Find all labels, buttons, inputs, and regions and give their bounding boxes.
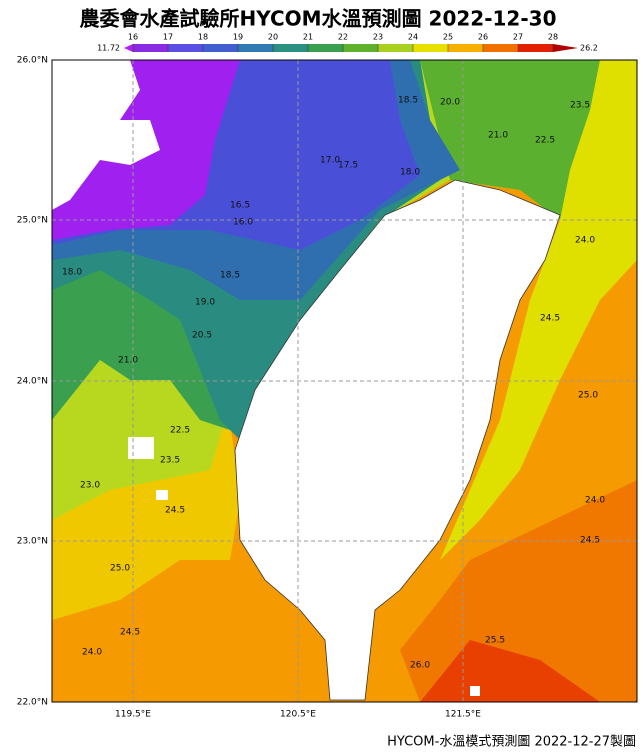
colorbar-tick-label: 28	[548, 33, 558, 42]
colorbar-max: 26.2	[580, 44, 598, 53]
land-islet	[128, 437, 154, 459]
colorbar-tick-label: 19	[233, 33, 243, 42]
lon-label: 119.5°E	[115, 710, 151, 720]
contour-label: 24.5	[165, 506, 185, 516]
contour-label: 17.5	[338, 161, 358, 171]
contour-label: 16.0	[233, 218, 253, 228]
colorbar-tick-label: 18	[198, 33, 208, 42]
contour-label: 16.5	[230, 201, 250, 211]
colorbar-tick-label: 20	[268, 33, 278, 42]
contour-label: 20.5	[192, 331, 212, 341]
lon-label: 121.5°E	[445, 710, 481, 720]
colorbar-band	[483, 44, 518, 52]
colorbar-band	[133, 44, 168, 52]
lon-labels: 119.5°E 120.5°E 121.5°E	[115, 710, 481, 720]
colorbar-band	[518, 44, 553, 52]
lat-label: 24.0°N	[17, 377, 48, 387]
colorbar-tick-label: 23	[373, 33, 383, 42]
colorbar: 16 17 18 19 20 21 22 23 24 25 26 27 28	[124, 33, 578, 52]
contour-label: 21.0	[118, 356, 138, 366]
colorbar-tick-label: 27	[513, 33, 523, 42]
colorbar-low	[124, 44, 133, 52]
colorbar-high	[553, 44, 578, 52]
contour-label: 18.0	[400, 168, 420, 178]
colorbar-band	[378, 44, 413, 52]
contour-label: 23.5	[570, 101, 590, 111]
contour-label: 25.5	[485, 636, 505, 646]
contour-label: 22.5	[535, 136, 555, 146]
colorbar-min: 11.72	[97, 44, 120, 53]
colorbar-band	[273, 44, 308, 52]
colorbar-band	[308, 44, 343, 52]
colorbar-band	[238, 44, 273, 52]
grid	[52, 60, 637, 702]
contour-label: 18.5	[220, 271, 240, 281]
land-islet	[156, 490, 168, 500]
sea-yellow-east	[420, 60, 637, 560]
contour-label: 25.0	[578, 391, 598, 401]
contour-label: 24.5	[580, 536, 600, 546]
colorbar-tick-label: 16	[128, 33, 138, 42]
contour-label: 24.0	[82, 648, 102, 658]
contour-labels: 18.5 20.0 23.5 21.0 22.5 17.0 17.5 18.0 …	[62, 96, 605, 671]
sea-green-ne	[420, 60, 600, 220]
colorbar-tick-label: 21	[303, 33, 313, 42]
contour-label: 19.0	[195, 298, 215, 308]
contour-label: 23.0	[80, 481, 100, 491]
map	[52, 60, 637, 702]
contour-label: 25.0	[110, 564, 130, 574]
title: 農委會水產試驗所HYCOM水溫預測圖 2022-12-30	[80, 7, 557, 31]
colorbar-tick-label: 26	[478, 33, 488, 42]
map-frame	[51, 59, 638, 703]
colorbar-band	[343, 44, 378, 52]
sea-red	[420, 640, 600, 702]
lat-label: 25.0°N	[17, 216, 48, 226]
land-taiwan	[234, 179, 561, 701]
colorbar-tick-label: 22	[338, 33, 348, 42]
contour-label: 18.0	[62, 268, 82, 278]
colorbar-tick-label: 24	[408, 33, 418, 42]
colorbar-band	[203, 44, 238, 52]
lat-label: 22.0°N	[17, 698, 48, 708]
colorbar-band	[448, 44, 483, 52]
contour-label: 17.0	[320, 156, 340, 166]
contour-label: 18.5	[398, 96, 418, 106]
footer: HYCOM-水溫模式預測圖 2022-12-27製圖	[387, 735, 636, 750]
colorbar-band	[168, 44, 203, 52]
colorbar-tick-label: 25	[443, 33, 453, 42]
lat-label: 23.0°N	[17, 537, 48, 547]
contour-label: 24.0	[575, 236, 595, 246]
lat-label: 26.0°N	[17, 56, 48, 66]
contour-label: 22.5	[170, 426, 190, 436]
colorbar-tick-label: 17	[163, 33, 173, 42]
contour-label: 20.0	[440, 98, 460, 108]
contour-label: 23.5	[160, 456, 180, 466]
contour-label: 24.0	[585, 496, 605, 506]
lon-label: 120.5°E	[280, 710, 316, 720]
lat-labels: 26.0°N 25.0°N 24.0°N 23.0°N 22.0°N	[17, 56, 48, 708]
contour-label: 26.0	[410, 661, 430, 671]
land-islet	[470, 686, 480, 696]
contour-label: 24.5	[540, 314, 560, 324]
sea-orange-se	[400, 480, 637, 702]
colorbar-band	[413, 44, 448, 52]
contour-label: 24.5	[120, 628, 140, 638]
contour-label: 21.0	[488, 131, 508, 141]
